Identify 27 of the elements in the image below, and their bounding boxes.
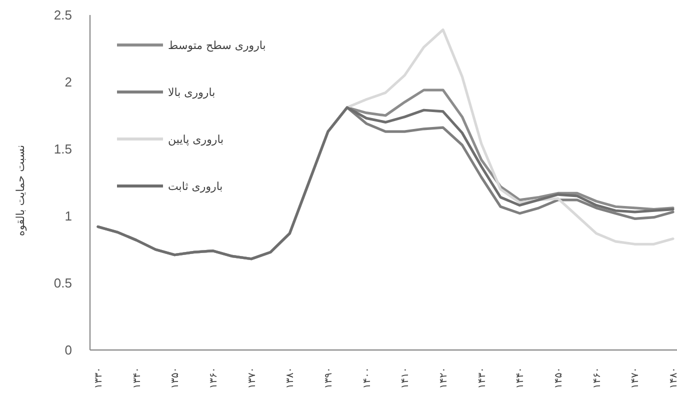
x-tick-label: ۱۳۸۰ <box>285 367 296 389</box>
x-tick-label: ۱۴۷۰ <box>630 367 642 389</box>
x-tick-label: ۱۴۵۰ <box>554 367 564 389</box>
y-tick-label: 1 <box>64 208 72 224</box>
x-tick-label: ۱۳۵۰ <box>170 367 182 389</box>
y-tick-label: 1.5 <box>54 142 72 157</box>
x-tick-label: ۱۴۴۰ <box>515 367 526 389</box>
y-tick-label: 2 <box>64 74 72 90</box>
x-tick-label: ۱۴۱۰ <box>400 367 412 389</box>
legend-label: باروری سطح متوسط <box>168 38 266 52</box>
y-axis-title: نسبت حمایت بالقوه <box>14 144 27 236</box>
legend-label: باروری بالا <box>168 86 216 99</box>
x-tick-label: ۱۳۳۰ <box>94 367 104 389</box>
x-tick-label: ۱۳۶۰ <box>208 367 220 389</box>
y-tick-label: 2.5 <box>54 8 72 23</box>
x-tick-label: ۱۴۸۰ <box>668 367 677 389</box>
x-tick-label: ۱۴۳۰ <box>476 367 488 389</box>
y-tick-label: 0 <box>64 342 72 358</box>
x-tick-label: ۱۴۲۰ <box>438 367 450 389</box>
legend-label: باروری پایین <box>168 132 224 146</box>
x-tick-label: ۱۴۶۰ <box>592 367 603 389</box>
y-tick-label: 0.5 <box>54 276 72 291</box>
x-tick-label: ۱۳۴۰ <box>132 367 143 389</box>
legend-label: باروری ثابت <box>168 180 223 193</box>
x-tick-label: ۱۴۰۰ <box>362 367 373 389</box>
x-tick-label: ۱۳۹۰ <box>324 367 334 389</box>
x-tick-label: ۱۳۷۰ <box>246 367 258 389</box>
